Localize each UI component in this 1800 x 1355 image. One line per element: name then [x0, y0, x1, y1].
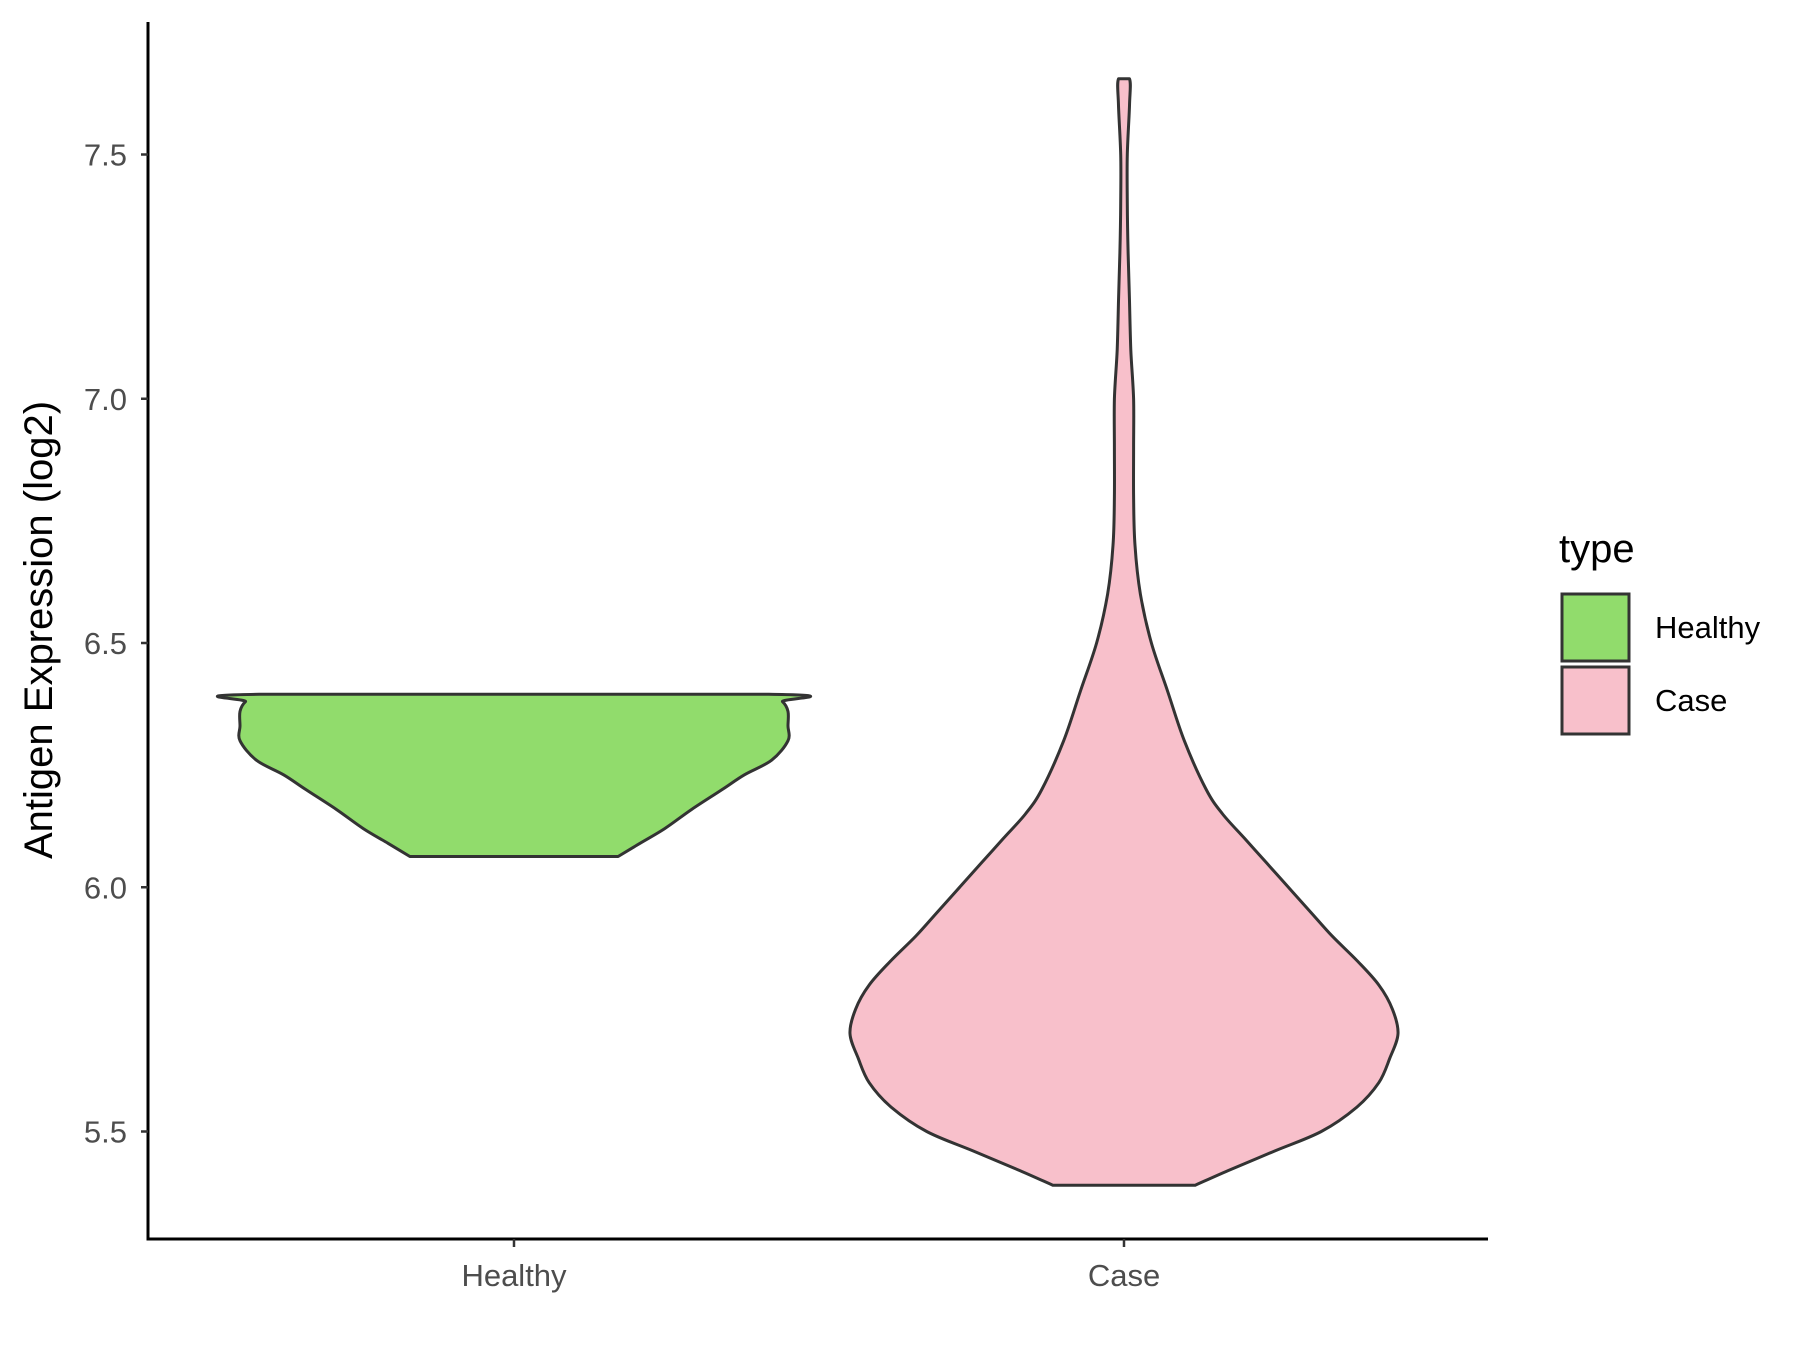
violin-case: [848, 77, 1400, 1187]
x-tick-label: Healthy: [461, 1258, 567, 1293]
violin-healthy: [215, 692, 813, 858]
y-tick-label: 7.5: [84, 138, 127, 173]
legend-key-case: [1560, 665, 1631, 736]
x-tick-label: Case: [1088, 1258, 1160, 1293]
violins-layer: [215, 77, 1400, 1187]
legend-label-case: Case: [1655, 683, 1727, 718]
y-tick-label: 6.0: [84, 870, 127, 905]
y-tick-label: 7.0: [84, 382, 127, 417]
legend-items: Healthy Case: [1560, 592, 1761, 736]
legend-key-healthy: [1560, 592, 1631, 663]
legend-title: type: [1559, 527, 1635, 571]
axes-layer: [146, 22, 1488, 1241]
y-tick-label: 5.5: [84, 1115, 127, 1150]
legend-label-healthy: Healthy: [1655, 610, 1761, 645]
y-ticks: 5.5 6.0 6.5 7.0 7.5: [84, 138, 148, 1150]
y-axis-title: Antigen Expression (log2): [17, 401, 61, 859]
legend: type Healthy Case: [1559, 527, 1761, 736]
y-tick-label: 6.5: [84, 626, 127, 661]
x-ticks: Healthy Case: [461, 1239, 1160, 1293]
